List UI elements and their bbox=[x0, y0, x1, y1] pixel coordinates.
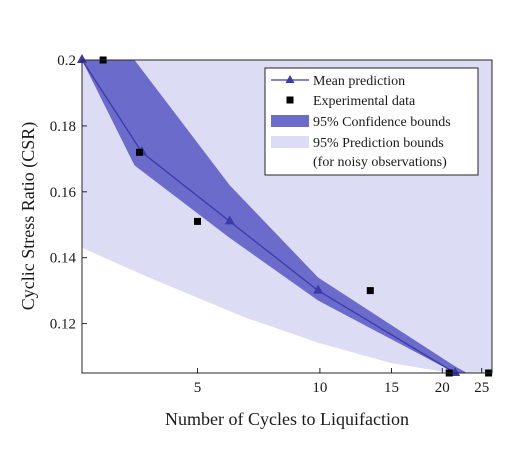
experimental-data-point bbox=[194, 217, 201, 225]
y-axis-label: Cyclic Stress Ratio (CSR) bbox=[18, 122, 39, 311]
legend-mean-marker bbox=[285, 75, 295, 83]
legend-label-prediction: 95% Prediction bounds bbox=[313, 136, 444, 151]
legend-label-experimental: Experimental data bbox=[313, 94, 416, 109]
y-tick-label: 0.2 bbox=[57, 53, 76, 69]
x-axis-label: Number of Cycles to Liquifaction bbox=[165, 409, 409, 429]
mean-prediction-point bbox=[224, 215, 235, 225]
x-tick-label: 10 bbox=[312, 380, 327, 396]
x-tick-label: 15 bbox=[384, 380, 399, 396]
y-tick-label: 0.12 bbox=[50, 317, 76, 333]
legend-prediction-swatch bbox=[271, 136, 309, 148]
legend-confidence-swatch bbox=[271, 115, 309, 127]
legend-experimental-marker bbox=[286, 96, 294, 104]
y-tick-label: 0.16 bbox=[50, 185, 77, 201]
experimental-data-point bbox=[136, 148, 143, 156]
mean-prediction-point bbox=[77, 54, 87, 63]
y-tick-label: 0.18 bbox=[50, 119, 76, 135]
x-tick-label: 25 bbox=[474, 380, 489, 396]
legend-label-confidence: 95% Confidence bounds bbox=[313, 115, 451, 130]
plot-frame bbox=[81, 59, 493, 374]
confidence-bounds-band bbox=[82, 60, 467, 373]
x-tick-label: 20 bbox=[435, 380, 450, 396]
mean-prediction-point bbox=[313, 284, 324, 294]
y-tick-label: 0.14 bbox=[50, 251, 77, 267]
x-tick-label: 5 bbox=[194, 380, 202, 396]
experimental-data-point bbox=[366, 287, 374, 295]
legend-label-mean: Mean prediction bbox=[313, 74, 405, 89]
legend: Mean prediction Experimental data 95% Co… bbox=[264, 67, 479, 176]
legend-label-prediction-note: (for noisy observations) bbox=[313, 155, 447, 170]
